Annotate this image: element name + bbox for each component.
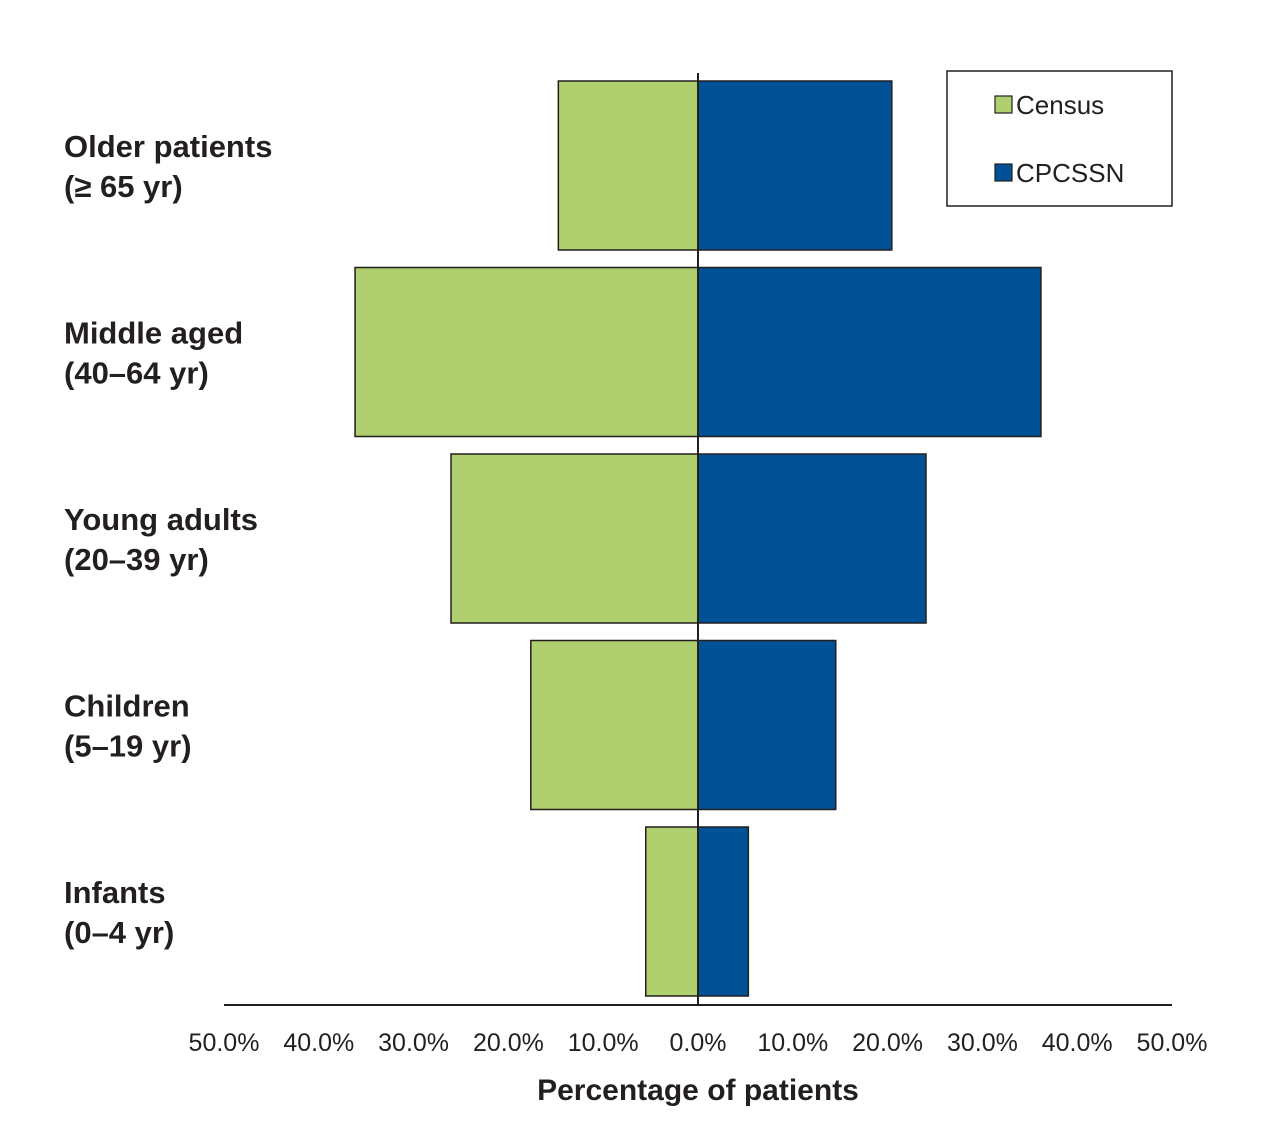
legend-label-census: Census: [1016, 90, 1104, 120]
category-label-4-line-0: Infants: [64, 875, 166, 910]
bar-cpcssn-4: [697, 826, 750, 997]
x-tick-label-4: 10.0%: [568, 1029, 639, 1057]
category-label-2-line-0: Young adults: [64, 502, 258, 537]
x-tick-label-7: 20.0%: [852, 1029, 923, 1057]
bar-census-3: [530, 639, 699, 811]
bars-group: [354, 80, 1042, 997]
category-label-0-line-1: (≥ 65 yr): [64, 169, 183, 204]
category-label-2-line-1: (20–39 yr): [64, 542, 209, 577]
category-label-1-line-1: (40–64 yr): [64, 356, 209, 391]
bar-census-2: [450, 453, 699, 624]
bar-cpcssn-3: [697, 639, 837, 811]
x-tick-label-2: 30.0%: [378, 1029, 449, 1057]
bar-census-1: [354, 266, 699, 438]
bar-cpcssn-1: [697, 266, 1042, 438]
category-labels: Older patients (≥ 65 yr) Middle aged (40–64…: [64, 129, 272, 950]
x-tick-label-3: 20.0%: [473, 1029, 544, 1057]
x-axis-title: Percentage of patients: [537, 1074, 859, 1107]
x-tick-label-1: 40.0%: [283, 1029, 354, 1057]
category-label-4-line-1: (0–4 yr): [64, 915, 174, 950]
bar-census-0: [557, 80, 699, 251]
legend: Census CPCSSN: [946, 70, 1173, 207]
legend-swatch-cpcssn: [994, 163, 1013, 182]
x-tick-label-0: 50.0%: [189, 1029, 260, 1057]
x-tick-label-5: 0.0%: [670, 1029, 727, 1057]
x-tick-label-9: 40.0%: [1042, 1029, 1113, 1057]
legend-label-cpcssn: CPCSSN: [1016, 158, 1124, 188]
category-label-3-line-0: Children: [64, 689, 190, 724]
category-label-0-line-0: Older patients: [64, 129, 272, 164]
category-label-1-line-0: Middle aged: [64, 316, 243, 351]
category-label-3-line-1: (5–19 yr): [64, 729, 192, 764]
legend-swatch-census: [994, 95, 1013, 114]
legend-box: [946, 70, 1173, 207]
bar-cpcssn-2: [697, 453, 927, 624]
bar-census-4: [645, 826, 699, 997]
x-tick-label-8: 30.0%: [947, 1029, 1018, 1057]
bar-cpcssn-0: [697, 80, 893, 251]
x-tick-labels: 50.0% 40.0% 30.0% 20.0% 10.0% 0.0% 10.0% 20.0% 3…: [189, 1029, 1208, 1057]
x-tick-label-10: 50.0%: [1137, 1029, 1208, 1057]
x-tick-label-6: 10.0%: [757, 1029, 828, 1057]
